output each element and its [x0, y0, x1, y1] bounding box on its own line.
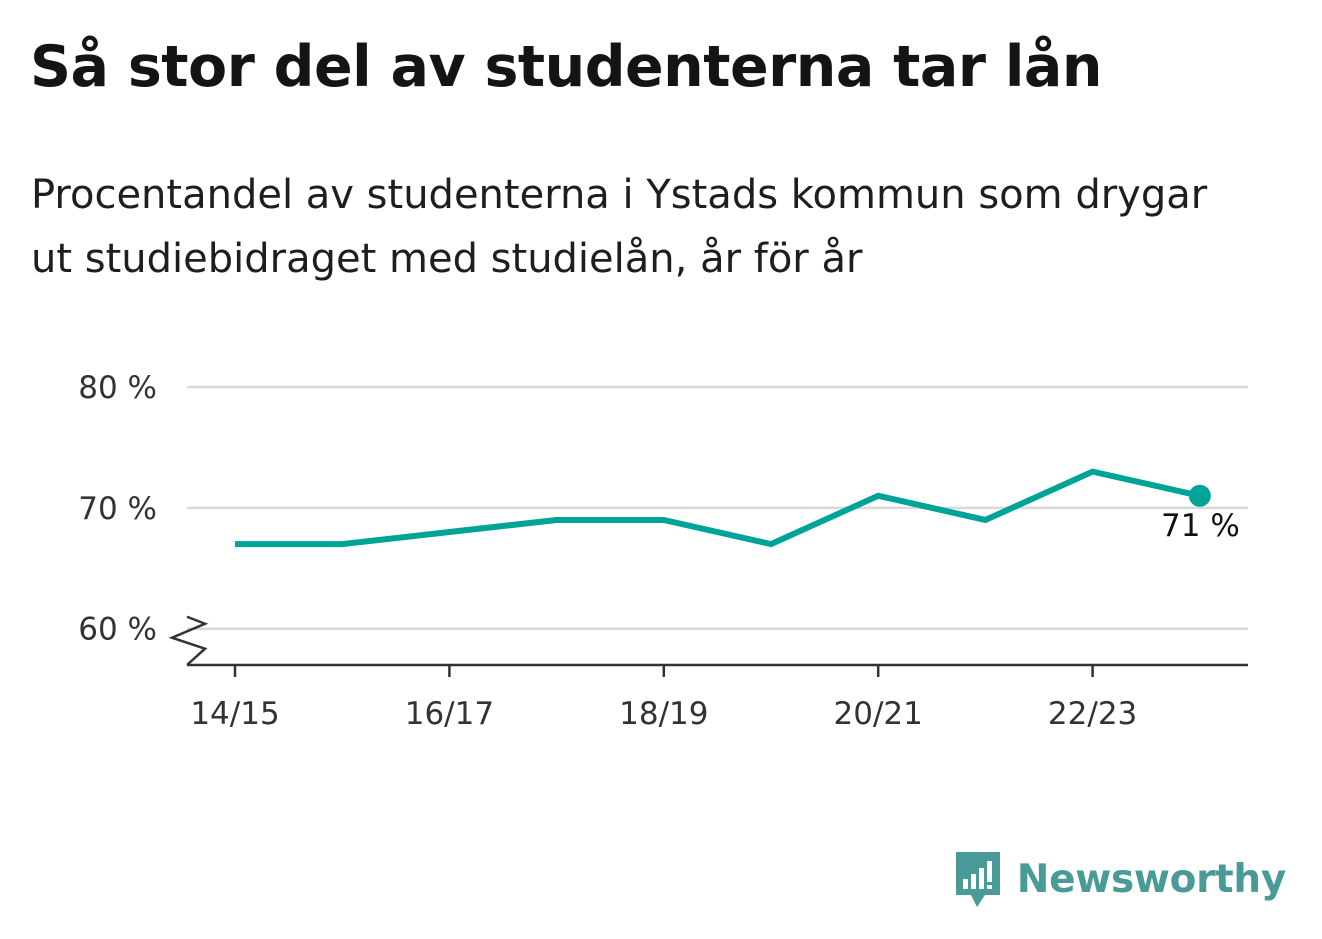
- y-axis-labels: 60 % 70 % 80 %: [78, 370, 157, 648]
- y-tick-label: 70 %: [78, 491, 157, 527]
- x-tick-label: 20/21: [834, 696, 923, 732]
- newsworthy-logo: Newsworthy: [953, 849, 1286, 909]
- series-line: [235, 468, 1201, 548]
- axis-break-symbol: [168, 615, 209, 666]
- x-tick-label: 16/17: [405, 696, 494, 732]
- newsworthy-logo-icon: [955, 852, 1000, 907]
- x-axis: 14/15 16/17 18/19 20/21 22/23: [168, 615, 1248, 732]
- end-point-marker: [1188, 484, 1211, 507]
- x-tick-label: 22/23: [1048, 696, 1137, 732]
- x-tick-label: 14/15: [190, 696, 279, 732]
- chart-title: Så stor del av studenterna tar lån: [30, 34, 1102, 100]
- brand-name: Newsworthy: [1016, 856, 1287, 902]
- data-series: 71 %: [235, 468, 1240, 548]
- x-tick-label: 18/19: [619, 696, 708, 732]
- line-chart: 60 % 70 % 80 % 14/15 16/17 18/19 20/21 22/23 7…: [78, 370, 1248, 732]
- y-tick-label: 80 %: [78, 370, 157, 406]
- gridlines: [187, 385, 1248, 630]
- end-value-label: 71 %: [1161, 508, 1240, 544]
- y-tick-label: 60 %: [78, 612, 157, 648]
- chart-subtitle: Procentandel av studenterna i Ystads kom…: [31, 172, 1208, 282]
